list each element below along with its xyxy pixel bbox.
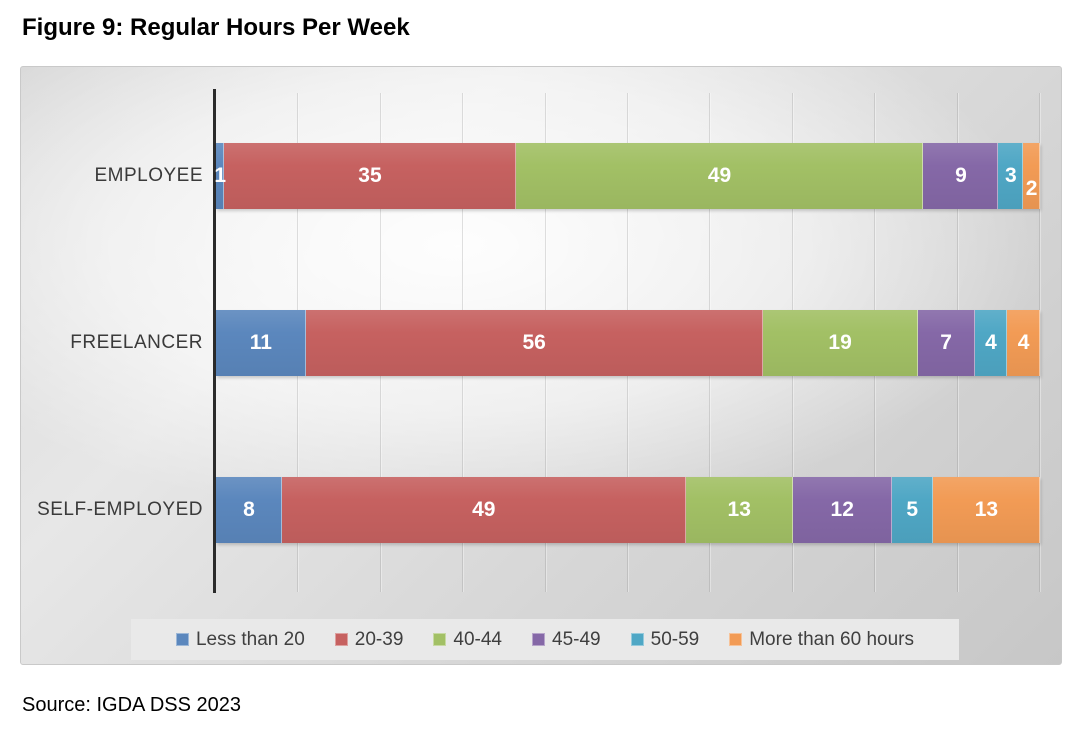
bar-row: 11 56 19 7 4 4 (216, 310, 1040, 376)
legend-item: 45-49 (532, 629, 601, 651)
bar-segment: 9 (923, 143, 999, 209)
data-label: 35 (358, 164, 382, 187)
chart-area: Less than 20 20-39 40-44 45-49 50-59 More tha… (20, 66, 1062, 665)
bar-segment: 11 (216, 310, 306, 376)
data-label: 7 (940, 331, 952, 354)
data-label: 13 (974, 498, 999, 521)
legend-swatch-icon (532, 633, 546, 646)
legend-item: 50-59 (630, 628, 700, 651)
legend-item: 20-39 (334, 628, 404, 651)
data-label: 56 (522, 331, 546, 354)
legend-swatch-icon (729, 633, 743, 646)
bar-segment: 7 (917, 310, 975, 376)
bar-segment: 13 (685, 477, 793, 543)
bar-segment: 8 (216, 477, 282, 543)
bar-segment: 49 (281, 477, 686, 543)
legend-label: 40-44 (453, 628, 503, 650)
bar-segment: 1 (214, 143, 226, 209)
data-label: 2 (1025, 177, 1038, 200)
category-axis-line (213, 89, 216, 593)
legend-label: 45-49 (552, 628, 601, 650)
data-label: 49 (472, 498, 496, 521)
bar-segment: 13 (932, 477, 1040, 543)
data-label: 4 (985, 331, 997, 354)
legend-label: More than 60 hours (749, 628, 914, 650)
legend: Less than 20 20-39 40-44 45-49 50-59 More tha… (131, 619, 959, 660)
bar-segment: 49 (515, 143, 924, 209)
bar-segment: 56 (305, 310, 763, 376)
data-label: 5 (906, 498, 919, 521)
data-label: 49 (707, 164, 732, 187)
data-label: 8 (243, 498, 255, 521)
data-label: 1 (214, 164, 226, 187)
bar-segment: 2 (1023, 143, 1040, 209)
legend-swatch-icon (334, 633, 348, 646)
bar-row: 1 35 49 9 3 2 (214, 143, 1040, 209)
legend-swatch-icon (630, 633, 644, 646)
bar-segment: 3 (998, 143, 1024, 209)
data-label: 12 (830, 498, 854, 521)
category-label: SELF-EMPLOYED (37, 499, 203, 520)
bar-segment: 19 (762, 310, 918, 376)
legend-label: Less than 20 (195, 628, 305, 650)
bar-segment: 12 (792, 477, 892, 543)
bar-segment: 35 (224, 143, 516, 209)
bar-segment: 5 (891, 477, 933, 543)
data-label: 4 (1017, 331, 1030, 354)
bar-row: 8 49 13 12 5 13 (216, 477, 1040, 543)
legend-swatch-icon (175, 633, 189, 646)
data-label: 11 (249, 331, 272, 354)
legend-label: 50-59 (650, 628, 700, 650)
legend-item: 40-44 (433, 629, 502, 651)
legend-item: More than 60 hours (729, 629, 914, 651)
source-note: Source: IGDA DSS 2023 (22, 694, 242, 716)
bar-segment: 4 (1007, 310, 1040, 376)
legend-label: 20-39 (354, 628, 404, 650)
category-label: FREELANCER (70, 332, 203, 353)
legend-swatch-icon (433, 633, 447, 646)
bar-segment: 4 (974, 310, 1008, 376)
data-label: 3 (1005, 164, 1017, 187)
data-label: 13 (727, 498, 751, 521)
category-label: EMPLOYEE (94, 165, 203, 186)
figure-title: Figure 9: Regular Hours Per Week (22, 14, 410, 41)
data-label: 19 (828, 331, 852, 354)
data-label: 9 (955, 164, 967, 187)
legend-item: Less than 20 (175, 628, 305, 651)
